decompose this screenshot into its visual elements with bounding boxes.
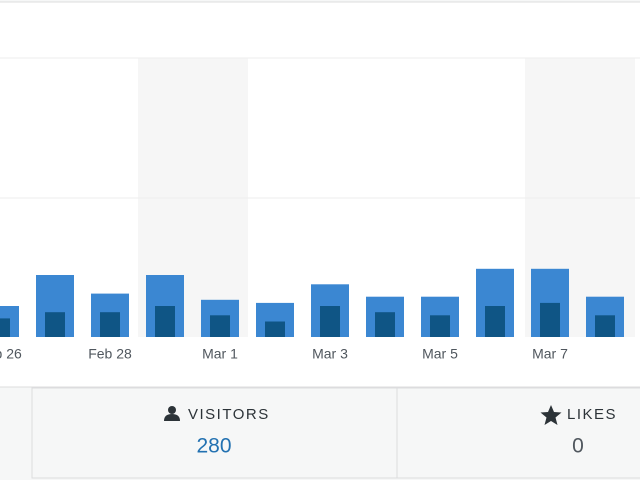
summary-box — [31, 387, 398, 479]
x-tick-label: Mar 7 — [532, 346, 568, 362]
star-icon — [540, 405, 562, 425]
visitors-bar — [430, 315, 450, 337]
visitors-bar — [0, 318, 10, 337]
x-tick-label: Mar 5 — [422, 346, 458, 362]
bars — [0, 268, 624, 337]
summary-label: VISITORS — [188, 406, 270, 423]
summary-box — [396, 387, 640, 479]
person-icon — [164, 406, 180, 421]
visitors-bar — [595, 315, 615, 337]
visitors-bar — [265, 321, 285, 337]
visitors-bar — [320, 306, 340, 337]
summary-value: 280 — [196, 435, 231, 458]
visitors-bar — [540, 302, 560, 337]
summary-label: LIKES — [567, 406, 617, 423]
summary-value: 0 — [572, 435, 584, 458]
x-tick-label: Feb 26 — [0, 346, 22, 362]
visitors-bar — [155, 306, 175, 337]
visitors-bar — [210, 315, 230, 337]
x-tick-label: Mar 1 — [202, 346, 238, 362]
visitors-bar — [375, 312, 395, 337]
visitors-bar — [485, 306, 505, 337]
visitors-bar — [100, 312, 120, 337]
x-tick-label: Mar 3 — [312, 346, 348, 362]
visitors-bar — [45, 312, 65, 337]
x-tick-label: Feb 28 — [88, 346, 132, 362]
